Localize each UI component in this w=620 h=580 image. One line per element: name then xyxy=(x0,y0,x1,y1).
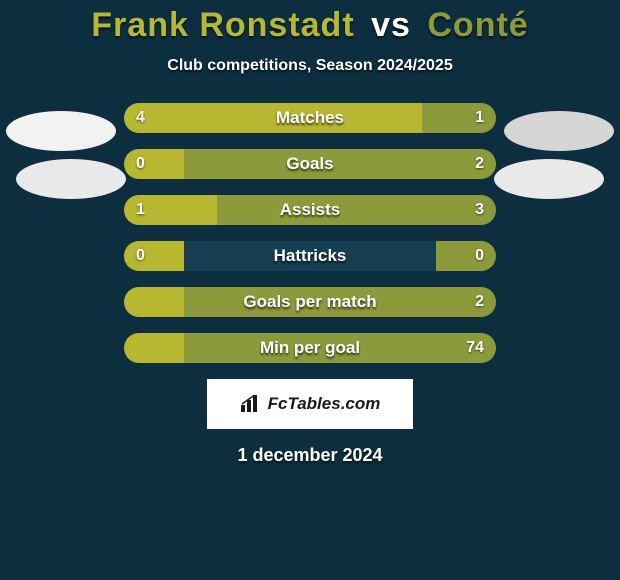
player1-bar xyxy=(124,103,422,133)
comparison-title: Frank Ronstadt vs Conté xyxy=(0,0,620,45)
player1-crest-2 xyxy=(16,159,126,199)
player1-value: 4 xyxy=(124,103,157,133)
stat-row: 74Min per goal xyxy=(124,333,496,363)
stat-row: 41Matches xyxy=(124,103,496,133)
source-text: FcTables.com xyxy=(268,394,381,414)
subtitle: Club competitions, Season 2024/2025 xyxy=(0,57,620,75)
player2-crest-2 xyxy=(494,159,604,199)
player2-value: 74 xyxy=(454,333,496,363)
player2-bar xyxy=(217,195,496,225)
stat-row: 13Assists xyxy=(124,195,496,225)
comparison-chart: 41Matches02Goals13Assists00Hattricks2Goa… xyxy=(0,103,620,363)
stat-row: 00Hattricks xyxy=(124,241,496,271)
player2-value: 0 xyxy=(463,241,496,271)
stat-row: 02Goals xyxy=(124,149,496,179)
player1-value: 0 xyxy=(124,241,157,271)
player1-value xyxy=(124,333,148,363)
player1-name: Frank Ronstadt xyxy=(91,6,354,44)
player2-value: 1 xyxy=(463,103,496,133)
player1-value: 1 xyxy=(124,195,157,225)
player2-bar xyxy=(184,333,496,363)
player2-value: 3 xyxy=(463,195,496,225)
player2-bar xyxy=(184,287,496,317)
stat-rows: 41Matches02Goals13Assists00Hattricks2Goa… xyxy=(124,103,496,363)
vs-label: vs xyxy=(371,6,411,44)
player1-value xyxy=(124,287,148,317)
player2-bar xyxy=(184,149,496,179)
source-badge: FcTables.com xyxy=(207,379,413,429)
player1-value: 0 xyxy=(124,149,157,179)
snapshot-date: 1 december 2024 xyxy=(0,445,620,466)
player1-crest-1 xyxy=(6,111,116,151)
player2-value: 2 xyxy=(463,149,496,179)
player2-value: 2 xyxy=(463,287,496,317)
stat-row: 2Goals per match xyxy=(124,287,496,317)
player2-crest-1 xyxy=(504,111,614,151)
bars-icon xyxy=(240,395,262,413)
player2-name: Conté xyxy=(427,6,528,44)
